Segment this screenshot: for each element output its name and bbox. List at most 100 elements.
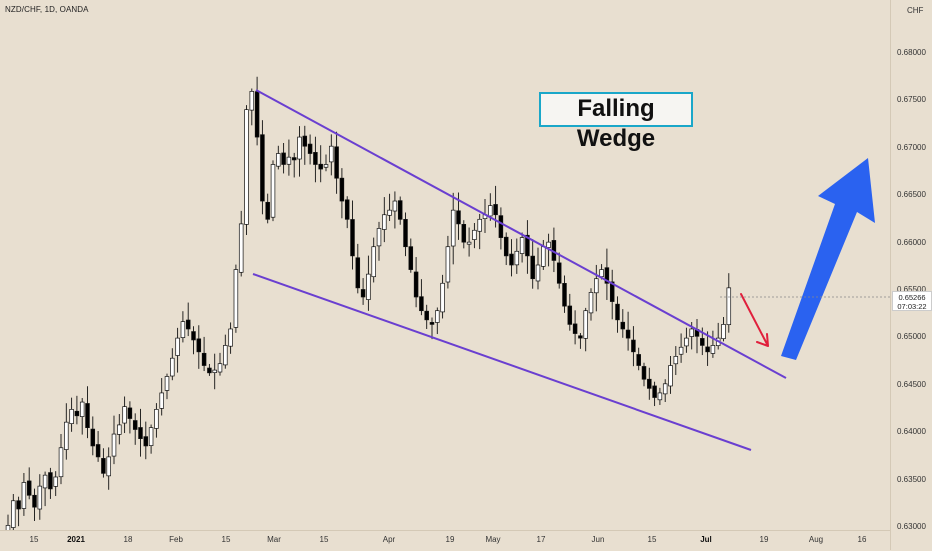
chart-area[interactable]: NZD/CHF, 1D, OANDA Falling Wedge: [0, 0, 890, 530]
candle-down: [26, 480, 32, 496]
chart-title: NZD/CHF, 1D, OANDA: [5, 5, 89, 14]
candle-up: [159, 392, 164, 409]
candle-down: [413, 271, 419, 298]
candle-up: [329, 145, 334, 163]
candle-up: [535, 264, 541, 282]
candle-up: [212, 369, 217, 373]
candle-up: [726, 287, 732, 326]
candle-up: [488, 205, 493, 217]
candle-down: [32, 494, 37, 508]
time-axis[interactable]: 15 2021 18 Feb 15 Mar 15 Apr 19 May 17 Jun 15 Jul 19 Au…: [0, 530, 890, 551]
candlestick-plot[interactable]: [0, 0, 890, 530]
candle-down: [334, 146, 339, 179]
candle-down: [429, 322, 435, 325]
candle-up: [662, 383, 668, 395]
candle-down: [419, 296, 424, 312]
candle-up: [588, 292, 594, 314]
candle-down: [344, 199, 350, 220]
candle-down: [609, 281, 615, 302]
falling-wedge-label: Falling Wedge: [539, 92, 693, 152]
candle-up: [514, 250, 520, 266]
candle-up: [5, 525, 11, 530]
candle-down: [461, 224, 467, 243]
candle-down: [631, 339, 636, 353]
upper-trendline[interactable]: [255, 89, 787, 379]
candle-up: [170, 357, 175, 377]
candle-down: [16, 500, 21, 510]
time-tick-label: 17: [536, 535, 546, 544]
candle-up: [42, 474, 48, 489]
candle-down: [604, 267, 610, 284]
candle-up: [276, 153, 281, 167]
candle-up: [541, 246, 546, 267]
candle-down: [350, 219, 355, 257]
candle-down: [132, 420, 138, 430]
time-tick-label: 19: [759, 535, 769, 544]
candle-up: [106, 456, 111, 477]
candle-down: [307, 143, 313, 154]
candle-down: [456, 210, 461, 225]
lower-trendline[interactable]: [252, 273, 752, 451]
candle-down: [705, 346, 710, 353]
price-tick-label: 0.64000: [897, 427, 926, 437]
price-tick-label: 0.67000: [897, 142, 926, 152]
price-tick-label: 0.65500: [897, 285, 926, 294]
candle-down: [95, 444, 101, 458]
price-tick-label: 0.63000: [897, 522, 926, 531]
candle-up: [477, 218, 482, 232]
candle-down: [578, 335, 583, 339]
candle-down: [339, 177, 345, 202]
candle-up: [11, 500, 16, 528]
candle-down: [254, 91, 260, 138]
candle-down: [265, 201, 270, 220]
candle-down: [641, 366, 647, 380]
candle-up: [371, 246, 376, 278]
candle-up: [244, 109, 249, 225]
candle-up: [286, 156, 292, 165]
candle-up: [435, 310, 440, 323]
candle-down: [48, 472, 53, 490]
candle-down: [201, 352, 207, 366]
candle-down: [572, 323, 578, 334]
candle-up: [53, 476, 58, 487]
candle-down: [424, 310, 429, 321]
candle-down: [191, 331, 196, 341]
price-tick-label: 0.66000: [897, 237, 926, 247]
candle-down: [530, 255, 535, 280]
candle-up: [37, 485, 43, 510]
candle-up: [376, 228, 382, 247]
candle-down: [185, 319, 191, 330]
time-tick-label: 15: [29, 535, 39, 544]
candle-up: [297, 136, 302, 160]
candle-up: [678, 346, 684, 355]
price-tick-label: 0.63500: [897, 474, 926, 484]
candle-down: [318, 163, 323, 170]
currency-label: CHF: [907, 6, 924, 15]
candle-up: [79, 401, 85, 417]
price-tick-label: 0.68000: [897, 48, 926, 57]
candle-up: [223, 345, 228, 366]
candle-up: [217, 363, 223, 373]
time-tick-label: 15: [647, 535, 657, 544]
candle-up: [111, 433, 117, 457]
candle-down: [625, 329, 631, 339]
candle-down: [196, 338, 202, 353]
candle-down: [567, 305, 573, 325]
candle-down: [403, 219, 408, 248]
candle-down: [498, 215, 504, 238]
candle-up: [466, 241, 472, 245]
candle-down: [101, 458, 106, 474]
candle-up: [440, 282, 445, 313]
candle-up: [657, 392, 663, 401]
bar-countdown: 07:03:22: [897, 302, 927, 311]
candle-up: [69, 409, 74, 424]
candle-down: [138, 427, 143, 439]
price-axis[interactable]: CHF 0.68000 0.67500 0.67000 0.66500 0.66000 0…: [890, 0, 932, 550]
candle-up: [387, 209, 392, 216]
candle-up: [58, 447, 64, 478]
time-tick-label: 2021: [67, 535, 85, 544]
candle-up: [148, 427, 154, 446]
current-price: 0.65266: [898, 293, 926, 302]
candle-up: [673, 356, 679, 365]
candle-down: [556, 262, 562, 284]
